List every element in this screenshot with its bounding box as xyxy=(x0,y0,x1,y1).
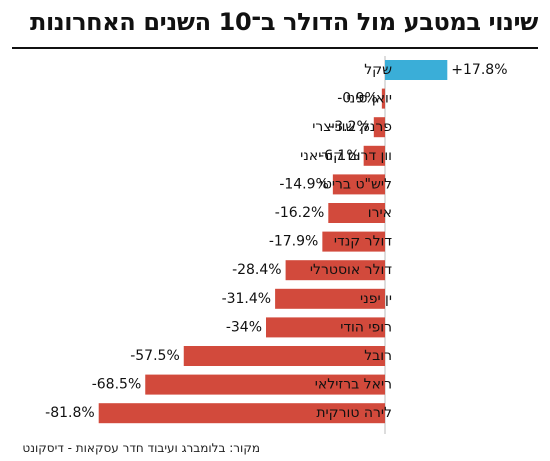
bar-9 xyxy=(266,317,385,338)
bar-value-label-10: -57.5% xyxy=(130,348,180,364)
bar-value-label-12: -81.8% xyxy=(45,405,95,421)
category-label-1: יואן סיני xyxy=(346,91,392,107)
category-label-6: דולר קנדי xyxy=(334,234,392,250)
bar-8 xyxy=(275,288,385,309)
bar-6 xyxy=(322,231,385,252)
source-note: מקור: בלומברג ועיבוד חדר עסקאות - דיסקונ… xyxy=(22,441,260,455)
bar-value-label-3: -6.1% xyxy=(319,148,360,164)
category-label-9: רופי הודי xyxy=(340,319,392,335)
bar-value-label-9: -34% xyxy=(226,319,262,335)
bar-0 xyxy=(385,60,448,80)
bar-11 xyxy=(145,374,385,395)
bar-1 xyxy=(381,88,385,109)
bar-3 xyxy=(363,145,385,166)
category-label-4: ליש"ט בריטי xyxy=(320,176,392,192)
category-label-5: אירו xyxy=(368,205,392,221)
title-rule xyxy=(12,47,538,49)
chart-title: שינוי במטבע מול הדולר ב־10 השנים האחרונו… xyxy=(29,8,538,36)
bar-value-label-7: -28.4% xyxy=(232,262,282,278)
category-label-11: ריאל ברזילאי xyxy=(315,377,392,393)
bar-value-label-2: -3.2% xyxy=(329,119,370,135)
bar-value-label-8: -31.4% xyxy=(222,291,272,307)
category-label-10: רובל xyxy=(364,348,392,364)
category-label-12: לירה טורקית xyxy=(316,405,392,421)
bar-value-label-11: -68.5% xyxy=(92,377,142,393)
bar-value-label-0: +17.8% xyxy=(451,62,507,78)
category-label-7: דולר אוסטרלי xyxy=(310,262,392,278)
bar-value-label-5: -16.2% xyxy=(275,205,325,221)
category-label-2: פרנק שווייצרי xyxy=(312,119,392,135)
category-label-3: וון דרום קוריאני xyxy=(300,148,392,164)
bar-value-label-1: -0.9% xyxy=(337,91,378,107)
bar-4 xyxy=(332,174,385,195)
bar-12 xyxy=(98,403,385,424)
category-label-8: ין יפני xyxy=(360,291,392,307)
category-label-0: שקל xyxy=(364,62,392,78)
bar-10 xyxy=(183,346,385,366)
bar-value-label-6: -17.9% xyxy=(269,234,319,250)
bar-7 xyxy=(285,260,385,281)
bar-value-label-4: -14.9% xyxy=(279,176,329,192)
bar-2 xyxy=(373,117,385,138)
bar-5 xyxy=(328,203,385,223)
